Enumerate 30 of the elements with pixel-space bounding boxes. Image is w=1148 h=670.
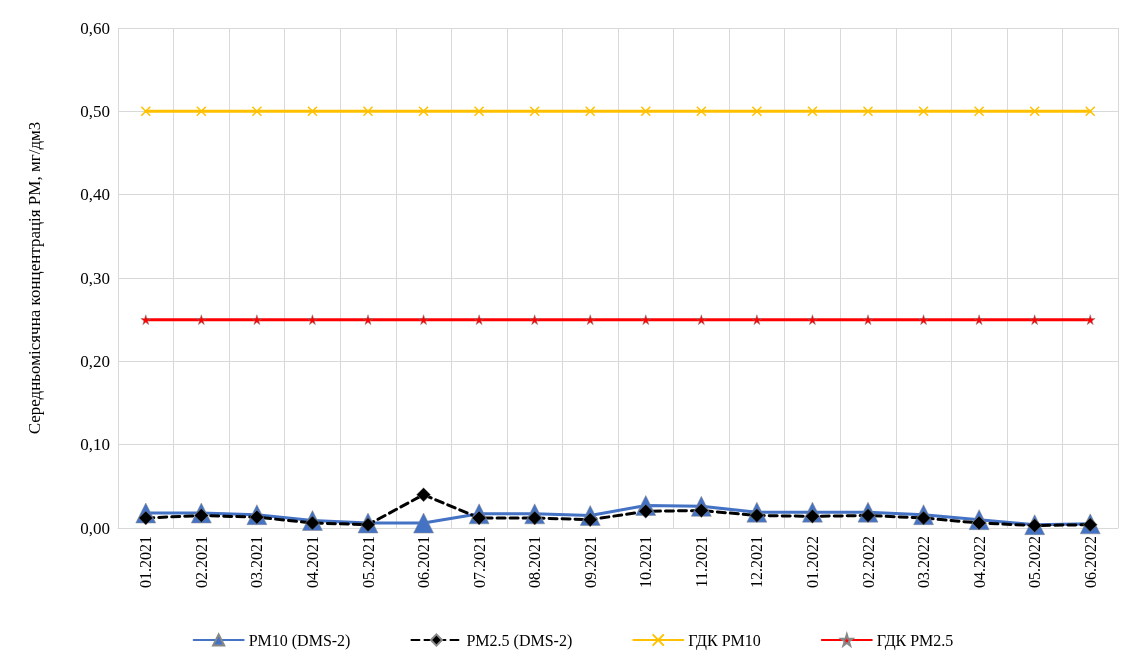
x-tick-label: 05.2022 (1026, 536, 1044, 588)
x-tick-label: 03.2021 (248, 536, 266, 588)
x-tick-label: 08.2021 (526, 536, 544, 588)
legend-label: ГДК PM2.5 (876, 631, 954, 650)
x-tick-label: 02.2022 (859, 536, 877, 588)
y-tick-label: 0,50 (80, 101, 110, 121)
y-tick-label: 0,30 (80, 268, 110, 288)
x-tick-label: 04.2022 (970, 536, 988, 588)
x-tick-label: 09.2021 (581, 536, 599, 588)
x-tick-label: 10.2021 (637, 536, 655, 588)
y-tick-label: 0,20 (80, 351, 110, 371)
x-tick-label: 05.2021 (359, 536, 377, 588)
x-tick-label: 06.2021 (415, 536, 433, 588)
x-tick-label: 01.2021 (137, 536, 155, 588)
y-tick-label: 0,00 (80, 518, 110, 538)
legend-label: PM10 (DMS-2) (248, 631, 351, 650)
x-tick-label: 01.2022 (803, 536, 821, 588)
x-tick-label: 04.2021 (303, 536, 321, 588)
x-tick-label: 03.2022 (915, 536, 933, 588)
x-tick-label: 06.2022 (1081, 536, 1099, 588)
x-tick-label: 11.2021 (692, 536, 710, 588)
y-tick-label: 0,10 (80, 435, 110, 455)
x-tick-label: 02.2021 (192, 536, 210, 588)
y-tick-label: 0,60 (80, 18, 110, 38)
y-axis-title: Середньомісячна концентрація РМ, мг/дм3 (25, 121, 44, 435)
y-tick-label: 0,40 (80, 185, 110, 205)
legend-label: PM2.5 (DMS-2) (466, 631, 573, 650)
x-tick-label: 07.2021 (470, 536, 488, 588)
x-tick-label: 12.2021 (748, 536, 766, 588)
legend-label: ГДК PM10 (688, 631, 761, 650)
